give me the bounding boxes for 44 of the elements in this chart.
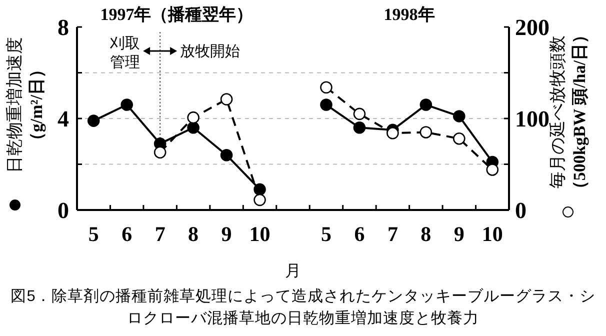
x-tick-label: 9 [221, 222, 232, 246]
point [120, 98, 133, 111]
x-tick-label: 7 [387, 222, 398, 246]
x-tick-label: 9 [454, 222, 464, 246]
point [187, 111, 200, 124]
point [453, 110, 466, 122]
text: 1997年（播種翌年） [100, 5, 254, 24]
x-tick-label: 5 [320, 222, 332, 246]
x-tick-label: 10 [249, 222, 270, 246]
point [320, 98, 332, 111]
y2-tick-label: 100 [515, 106, 550, 132]
caption: 図5．除草剤の播種前雑草処理によって造成されたケンタッキーブルーグラス・シロクローバ混播草地の日乾物重増加速度と牧養力 [10, 287, 596, 329]
y-axis-title: 日乾物重増加速度（g/m²/日） [5, 37, 46, 173]
point [220, 148, 233, 162]
x-tick-label: 7 [154, 222, 166, 246]
y2-tick-label: 200 [515, 15, 550, 40]
y-tick-label: 0 [58, 198, 69, 223]
point [420, 98, 432, 111]
point [353, 122, 366, 134]
y2-tick-label: 0 [515, 198, 526, 223]
annotation: 放牧開始 [180, 43, 240, 60]
x-tick-label: 6 [122, 222, 132, 246]
text: 1998年 [384, 5, 435, 24]
point [254, 194, 266, 206]
point [187, 122, 200, 134]
point [420, 126, 432, 138]
point [486, 164, 499, 176]
x-tick-label: 10 [482, 222, 503, 246]
point [453, 132, 466, 145]
x-tick-label: 8 [420, 222, 432, 246]
x-tick-label: 6 [354, 222, 365, 246]
y2-axis-title: 毎月の延べ放牧頭数（500kgBW 頭/ha/日） [548, 26, 589, 198]
x-tick-label: 8 [188, 222, 199, 246]
x-axis-title: 月 [285, 263, 301, 280]
x-tick-label: 5 [88, 222, 99, 246]
annotation: 刈取管理 [109, 35, 140, 71]
point [320, 81, 332, 94]
y-tick-label: 8 [58, 15, 69, 40]
point [87, 114, 100, 127]
point [220, 93, 233, 106]
point [386, 126, 399, 140]
point [353, 108, 366, 120]
point [154, 146, 166, 159]
y-tick-label: 4 [58, 106, 70, 132]
